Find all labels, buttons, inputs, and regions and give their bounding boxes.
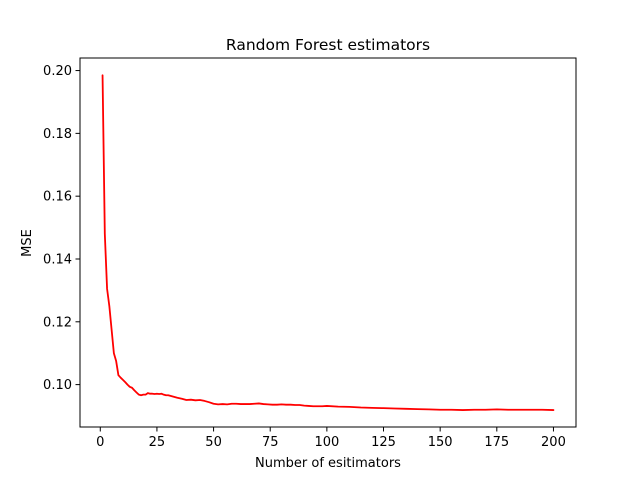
x-tick-label: 200 [541, 435, 566, 450]
series-line-0 [101, 74, 555, 411]
chart-title: Random Forest estimators [226, 36, 430, 54]
x-tick-label: 75 [262, 435, 279, 450]
x-tick-label: 100 [314, 435, 339, 450]
x-tick-label: 125 [371, 435, 396, 450]
y-tick-label: 0.20 [43, 64, 72, 79]
plot-area [79, 57, 577, 428]
y-tick-label: 0.12 [43, 315, 72, 330]
x-tick-label: 0 [96, 435, 104, 450]
axes-frame [79, 57, 577, 428]
y-axis-label: MSE [20, 229, 35, 257]
x-axis-ticks: 0 25 50 75 100 125 150 175 200 [96, 427, 566, 450]
y-axis-ticks: 0.10 0.12 0.14 0.16 0.18 0.20 [43, 64, 80, 393]
x-tick-label: 175 [484, 435, 509, 450]
x-tick-label: 50 [205, 435, 222, 450]
x-tick-label: 150 [428, 435, 453, 450]
y-tick-label: 0.14 [43, 252, 72, 267]
y-tick-label: 0.18 [43, 127, 72, 142]
y-tick-label: 0.16 [43, 190, 72, 205]
axes-background [80, 58, 576, 427]
x-axis-label: Number of esitimators [255, 456, 401, 471]
x-tick-label: 25 [149, 435, 166, 450]
y-tick-label: 0.10 [43, 378, 72, 393]
